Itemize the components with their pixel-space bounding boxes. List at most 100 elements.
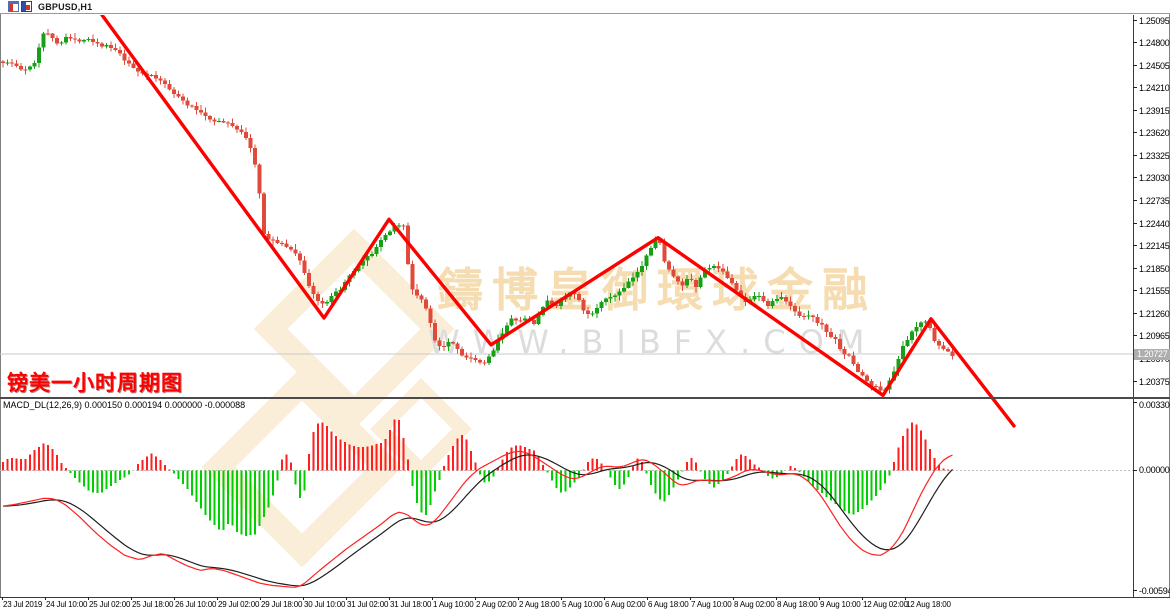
price-tick-label: 1.22440 (1139, 218, 1170, 229)
chart-caption-text[interactable]: 镑美一小时周期图 (7, 372, 183, 395)
pane-splitter[interactable] (0, 397, 1170, 399)
time-tick-label: 29 Jul 18:00 (261, 600, 303, 609)
price-chart-canvas[interactable]: 鑄博皇御環球金融 WWW.BIBFX.COM (0, 15, 1134, 598)
candlestick-chart-icon[interactable] (21, 1, 32, 12)
macd-axis-tick (1133, 402, 1137, 403)
time-tick (475, 597, 476, 600)
price-tick-label: 1.23915 (1139, 105, 1170, 116)
time-tick-label: 30 Jul 10:00 (304, 600, 346, 609)
price-tick-label: 1.21260 (1139, 308, 1170, 319)
time-tick-label: 8 Aug 02:00 (734, 600, 775, 609)
price-tick-label: 1.24210 (1139, 83, 1170, 94)
time-tick-label: 31 Jul 18:00 (390, 600, 432, 609)
time-scale-border (0, 597, 1170, 598)
time-tick (260, 597, 261, 600)
price-tick (1133, 200, 1137, 201)
time-tick (604, 597, 605, 600)
price-tick (1133, 110, 1137, 111)
time-tick (389, 597, 390, 600)
time-tick (303, 597, 304, 600)
time-tick-label: 31 Jul 02:00 (347, 600, 389, 609)
time-tick-label: 29 Jul 02:00 (218, 600, 260, 609)
time-tick-label: 6 Aug 02:00 (605, 600, 646, 609)
chart-titlebar: GBPUSD,H1 (0, 0, 1170, 14)
time-tick-label: 12 Aug 18:00 (906, 600, 951, 609)
price-tick (1133, 65, 1137, 66)
macd-main-line (2, 450, 953, 588)
time-tick-label: 1 Aug 10:00 (433, 600, 474, 609)
time-tick (2, 597, 3, 600)
price-tick-label: 1.25095 (1139, 15, 1170, 26)
macd-axis-tick (1133, 590, 1137, 591)
price-tick (1133, 155, 1137, 156)
time-tick-label: 2 Aug 18:00 (519, 600, 560, 609)
time-tick-label: 25 Jul 02:00 (89, 600, 131, 609)
trendline-zigzag[interactable] (100, 15, 1016, 428)
macd-signal-line (2, 454, 953, 587)
time-tick (217, 597, 218, 600)
time-tick-label: 26 Jul 10:00 (175, 600, 217, 609)
time-tick (518, 597, 519, 600)
time-tick-label: 25 Jul 18:00 (132, 600, 174, 609)
time-tick (733, 597, 734, 600)
price-tick (1133, 42, 1137, 43)
time-tick (88, 597, 89, 600)
time-tick (561, 597, 562, 600)
time-tick (174, 597, 175, 600)
price-tick-label: 1.20375 (1139, 376, 1170, 387)
price-tick (1133, 177, 1137, 178)
macd-axis-zero-label: 0.000000 (1139, 465, 1170, 475)
price-tick-label: 1.21850 (1139, 263, 1170, 274)
time-tick (819, 597, 820, 600)
price-tick (1133, 87, 1137, 88)
price-tick-label: 1.20965 (1139, 331, 1170, 342)
time-tick (346, 597, 347, 600)
price-tick (1133, 245, 1137, 246)
current-price-tag: 1.20727 (1134, 348, 1170, 360)
price-tick (1133, 290, 1137, 291)
macd-histogram (2, 419, 949, 537)
price-tick-label: 1.23620 (1139, 128, 1170, 139)
chart-window-icon[interactable] (8, 1, 19, 12)
time-tick-label: 23 Jul 2019 (3, 600, 43, 609)
price-tick-label: 1.24800 (1139, 38, 1170, 49)
price-tick-label: 1.22735 (1139, 196, 1170, 207)
price-tick (1133, 223, 1137, 224)
watermark-company-text: 鑄博皇御環球金融 (436, 263, 877, 317)
time-tick-label: 2 Aug 02:00 (476, 600, 517, 609)
symbol-timeframe-label: GBPUSD,H1 (38, 1, 93, 12)
time-tick-label: 7 Aug 10:00 (691, 600, 732, 609)
time-tick (432, 597, 433, 600)
price-tick-label: 1.23030 (1139, 173, 1170, 184)
price-tick-label: 1.22145 (1139, 241, 1170, 252)
price-tick (1133, 335, 1137, 336)
macd-indicator-label: MACD_DL(12,26,9) 0.000150 0.000194 0.000… (3, 400, 246, 410)
time-tick-label: 9 Aug 10:00 (820, 600, 861, 609)
macd-axis-min-label: -0.005944 (1139, 586, 1170, 596)
time-tick-label: 6 Aug 18:00 (648, 600, 689, 609)
time-axis[interactable]: 23 Jul 2019 24 Jul 10:00 25 Jul 02:00 25 Ju… (0, 598, 1170, 613)
time-tick (862, 597, 863, 600)
time-tick (45, 597, 46, 600)
price-tick (1133, 381, 1137, 382)
price-tick-label: 1.21555 (1139, 286, 1170, 297)
price-tick-label: 1.24505 (1139, 60, 1170, 71)
price-scale-border (1133, 15, 1134, 597)
price-tick-label: 1.23325 (1139, 150, 1170, 161)
time-tick-label: 5 Aug 10:00 (562, 600, 603, 609)
price-tick (1133, 268, 1137, 269)
price-tick (1133, 20, 1137, 21)
time-tick (905, 597, 906, 600)
time-tick-label: 12 Aug 02:00 (863, 600, 908, 609)
time-tick (131, 597, 132, 600)
price-tick (1133, 313, 1137, 314)
macd-axis-tick (1133, 470, 1137, 471)
time-tick (776, 597, 777, 600)
time-tick (690, 597, 691, 600)
time-tick-label: 24 Jul 10:00 (46, 600, 88, 609)
price-tick (1133, 132, 1137, 133)
time-tick-label: 8 Aug 18:00 (777, 600, 818, 609)
time-tick (647, 597, 648, 600)
